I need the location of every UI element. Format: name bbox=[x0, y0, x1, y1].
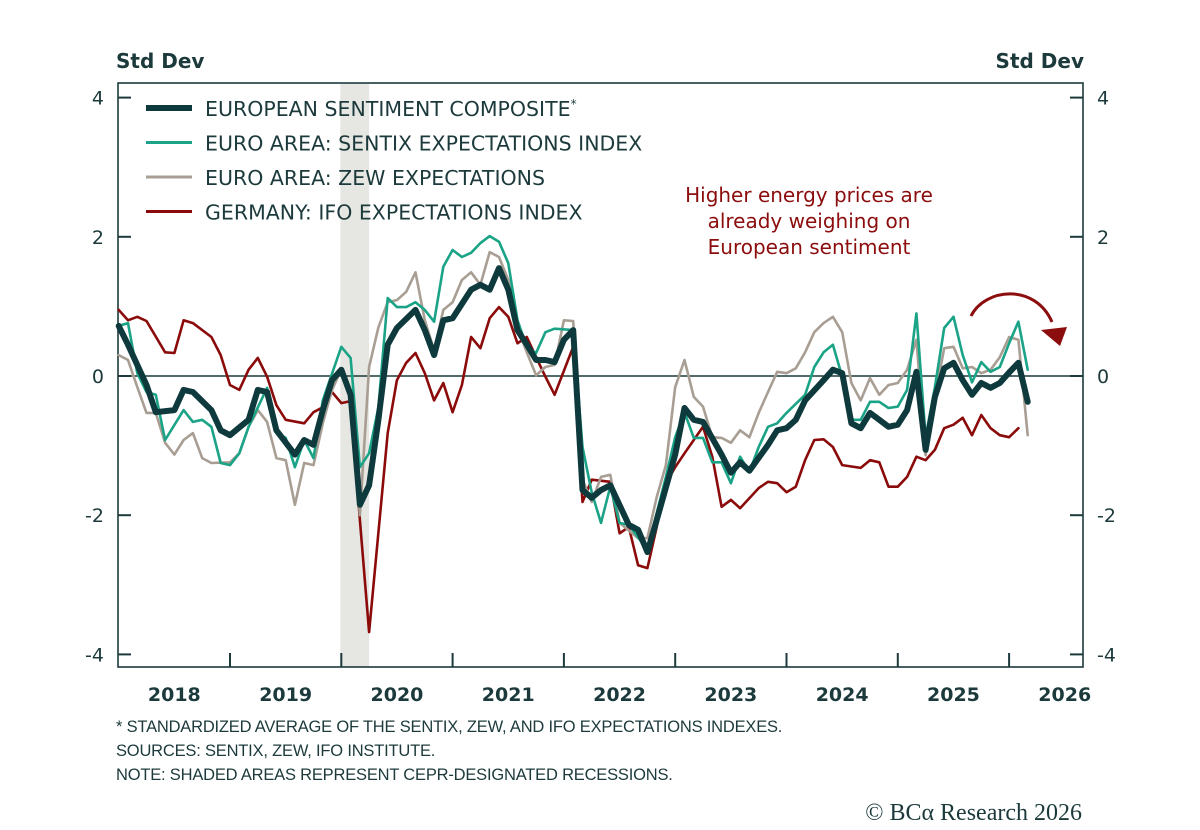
x-tick-label: 2023 bbox=[704, 684, 757, 706]
x-tick-label: 2025 bbox=[927, 684, 980, 706]
footnote-composite: * STANDARDIZED AVERAGE OF THE SENTIX, ZE… bbox=[116, 718, 783, 736]
y-axis-title-left: Std Dev bbox=[116, 49, 204, 73]
x-tick-label: 2021 bbox=[482, 684, 535, 706]
y-axis-title-right: Std Dev bbox=[996, 49, 1084, 73]
y-tick-label-left: 2 bbox=[92, 227, 104, 249]
x-tick-label: 2026 bbox=[1038, 684, 1091, 706]
y-tick-label-left: 4 bbox=[92, 88, 104, 110]
footnote-sources: SOURCES: SENTIX, ZEW, IFO INSTITUTE. bbox=[116, 742, 436, 760]
text-layer: -4 -4 -2 -2 0 0 2 2 4 4 2018 2019 2020 2021 2022 2023 20… bbox=[85, 49, 1116, 706]
legend-asterisk: * bbox=[571, 97, 577, 111]
x-tick-label: 2020 bbox=[371, 684, 424, 706]
x-tick-label: 2018 bbox=[148, 684, 201, 706]
legend-label-ifo: GERMANY: IFO EXPECTATIONS INDEX bbox=[205, 201, 583, 225]
y-tick-label-right: -4 bbox=[1097, 644, 1116, 666]
y-tick-label-right: 4 bbox=[1097, 88, 1109, 110]
legend-label-zew: EURO AREA: ZEW EXPECTATIONS bbox=[205, 166, 545, 190]
x-tick-label: 2019 bbox=[259, 684, 312, 706]
annotation-arrow-icon bbox=[969, 292, 1054, 323]
series-line-zew bbox=[117, 250, 1029, 540]
footnote-recessions: NOTE: SHADED AREAS REPRESENT CEPR-DESIGN… bbox=[116, 766, 673, 784]
y-tick-label-left: 0 bbox=[92, 366, 104, 388]
x-tick-label: 2022 bbox=[593, 684, 646, 706]
series-line-composite bbox=[115, 265, 1031, 556]
legend-label-composite: EUROPEAN SENTIMENT COMPOSITE* bbox=[205, 97, 577, 121]
series-line-ifo bbox=[117, 305, 1020, 634]
annotation-text-line: Higher energy prices are bbox=[685, 183, 933, 207]
x-tick-label: 2024 bbox=[816, 684, 869, 706]
annotation-text-line: already weighing on bbox=[708, 209, 911, 233]
y-tick-label-left: -4 bbox=[85, 644, 104, 666]
legend-label-sentix: EURO AREA: SENTIX EXPECTATIONS INDEX bbox=[205, 132, 642, 156]
bca-research-logo: © BCα Research 2026 bbox=[865, 800, 1082, 826]
y-tick-label-right: 2 bbox=[1097, 227, 1109, 249]
y-tick-label-right: 0 bbox=[1097, 366, 1109, 388]
y-tick-label-right: -2 bbox=[1097, 505, 1116, 527]
y-tick-label-left: -2 bbox=[85, 505, 104, 527]
annotation-text-line: European sentiment bbox=[708, 235, 911, 259]
series-layer bbox=[115, 234, 1031, 634]
annotation-arrowhead-icon bbox=[1041, 327, 1067, 346]
